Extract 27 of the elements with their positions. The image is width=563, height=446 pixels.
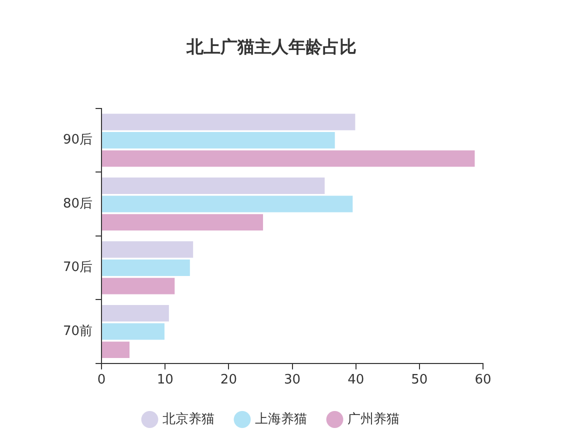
x-tick-label: 60 [474,372,492,388]
bar [102,178,325,194]
legend-label: 上海养猫 [254,410,307,427]
bar [102,114,356,130]
chart-title: 北上广猫主人年龄占比 [186,38,356,58]
y-tick-label: 70后 [62,260,93,276]
bar [102,196,353,212]
x-tick-label: 50 [411,372,428,388]
y-tick-label: 70前 [62,324,93,339]
bar [102,214,264,231]
legend-label: 北京养猫 [162,410,214,427]
y-tick-label: 90后 [62,132,93,148]
x-tick-label: 30 [284,372,301,388]
bar [102,342,130,358]
bar [102,241,194,258]
bar [102,278,175,294]
y-tick-label: 80后 [62,196,93,212]
bar [102,260,190,276]
legend-label: 广州养猫 [347,410,400,427]
bar [102,305,169,322]
bar [102,323,164,340]
bar [102,150,475,167]
x-tick-label: 10 [156,372,174,388]
x-tick-label: 20 [220,372,237,388]
x-tick-label: 0 [97,372,106,388]
x-tick-label: 40 [348,372,364,388]
bar [102,132,335,148]
